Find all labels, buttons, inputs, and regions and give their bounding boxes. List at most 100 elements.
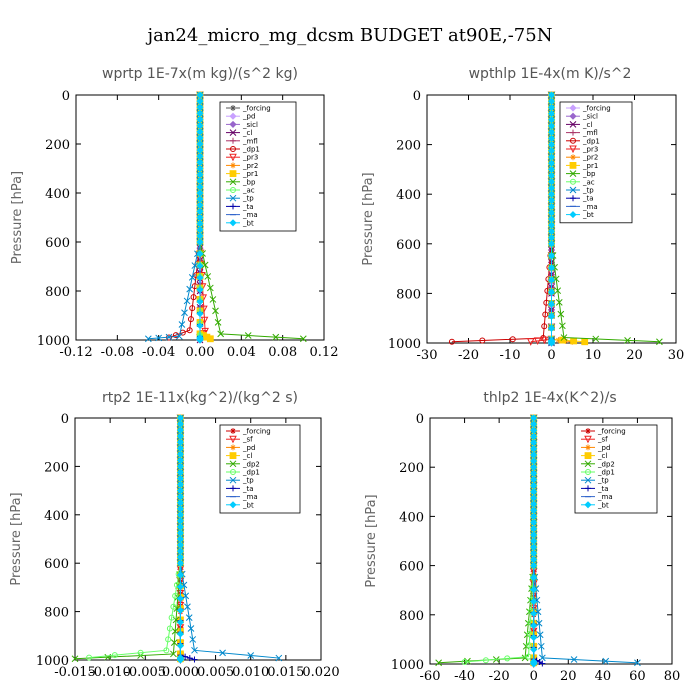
- legend-swatch-marker: [584, 435, 592, 444]
- data-point: [624, 337, 631, 344]
- legend-swatch-marker: [569, 170, 577, 177]
- x-tick-label: -10: [500, 348, 521, 363]
- legend-label: _forcing: [597, 428, 626, 436]
- data-point: [196, 250, 204, 258]
- data-point: [182, 653, 189, 660]
- legend-label: _forcing: [242, 105, 271, 113]
- data-point: [184, 603, 191, 611]
- data-point: [560, 334, 568, 341]
- legend-swatch-marker: [230, 137, 236, 144]
- x-tick-label: 40: [595, 669, 612, 684]
- legend-swatch-marker: [230, 444, 236, 451]
- data-point: [212, 307, 219, 315]
- series-dp2: [435, 414, 538, 667]
- data-point: [533, 337, 542, 346]
- data-point: [176, 606, 184, 614]
- series-line: [148, 95, 201, 340]
- data-point: [176, 559, 184, 567]
- data-point: [547, 240, 556, 248]
- x-tick-label: 0.08: [268, 345, 297, 360]
- legend-label: _dp1: [242, 146, 260, 154]
- x-tick-label: 0: [547, 348, 555, 363]
- data-point: [196, 238, 204, 246]
- data-point: [176, 618, 184, 626]
- data-point: [176, 642, 184, 650]
- data-point: [196, 262, 204, 270]
- data-point: [530, 562, 538, 570]
- legend-label: _ta: [597, 485, 609, 493]
- data-point: [537, 642, 545, 650]
- x-tick-label: 0.00: [186, 345, 215, 360]
- data-point: [547, 252, 556, 260]
- plot-frame: [74, 417, 322, 661]
- data-point: [175, 332, 183, 340]
- legend-swatch-marker: [570, 154, 576, 161]
- series-dp1: [461, 415, 537, 666]
- chart-panel-1: wprtp 1E-7x(m kg)/(s^2 kg) -0.12 -0.08 -0.0…: [10, 66, 338, 360]
- data-point: [247, 652, 255, 659]
- y-tick-label: 600: [399, 560, 424, 575]
- data-point: [186, 327, 193, 334]
- legend-label: _bt: [597, 501, 609, 509]
- data-point: [547, 300, 556, 308]
- x-tick-label: -40: [454, 669, 475, 684]
- legend-label: _ac: [242, 187, 255, 195]
- legend-box: [219, 424, 301, 514]
- legend-label: _tp: [597, 477, 609, 485]
- data-point: [530, 633, 538, 642]
- data-point: [214, 319, 222, 326]
- data-point: [464, 657, 471, 665]
- data-point: [540, 336, 549, 345]
- legend-label: _ma: [242, 493, 258, 501]
- data-point: [461, 659, 468, 666]
- x-tick-label: -0.005: [124, 665, 166, 680]
- data-point: [181, 309, 188, 317]
- legend-label: _dp1: [597, 469, 615, 477]
- data-point: [547, 276, 556, 284]
- panel-title: wprtp 1E-7x(m kg)/(s^2 kg): [102, 66, 298, 82]
- data-point: [178, 321, 186, 328]
- legend-label: _sicl: [582, 113, 598, 121]
- y-tick-label: 400: [44, 509, 69, 524]
- legend-swatch-marker: [569, 121, 577, 128]
- data-point: [554, 287, 562, 295]
- data-point: [188, 274, 196, 281]
- data-point: [196, 298, 204, 306]
- legend-label: _tp: [582, 187, 594, 195]
- legend-label: _pd: [597, 444, 610, 452]
- legend-swatch-marker: [584, 501, 592, 509]
- data-point: [171, 627, 179, 635]
- data-point: [539, 654, 546, 662]
- x-tick-label: 0.015: [267, 665, 304, 680]
- legend-swatch-marker: [584, 460, 592, 468]
- legend-label: _bp: [582, 170, 596, 178]
- data-point: [176, 630, 184, 638]
- data-point: [71, 655, 79, 663]
- data-point: [536, 659, 543, 666]
- x-tick-label: -60: [420, 669, 441, 684]
- x-tick-label: -30: [417, 348, 438, 363]
- data-point: [185, 614, 193, 622]
- legend-label: _tp: [242, 195, 254, 203]
- legend-swatch-marker: [229, 129, 237, 136]
- legend-swatch-marker: [569, 145, 577, 154]
- legend-label: _pr2: [582, 154, 598, 162]
- data-point: [186, 285, 194, 293]
- legend-label: _ma: [597, 493, 613, 501]
- panel-title: thlp2 1E-4x(K^2)/s: [483, 390, 616, 406]
- x-tick-label: 0.12: [310, 345, 339, 360]
- data-point: [509, 336, 516, 343]
- data-point: [555, 299, 563, 306]
- series-line: [89, 418, 181, 659]
- data-point: [196, 310, 204, 318]
- y-tick-label: 1000: [36, 654, 69, 669]
- legend-swatch-marker: [569, 211, 577, 219]
- legend-label: _dp1: [582, 137, 600, 145]
- data-point: [206, 284, 214, 292]
- data-point: [527, 619, 534, 626]
- data-point: [542, 311, 549, 318]
- panel-title: rtp2 1E-11x(kg^2)/(kg^2 s): [102, 390, 298, 406]
- legend-swatch-marker: [570, 129, 576, 136]
- y-tick-label: 800: [44, 606, 69, 621]
- data-point: [656, 338, 663, 346]
